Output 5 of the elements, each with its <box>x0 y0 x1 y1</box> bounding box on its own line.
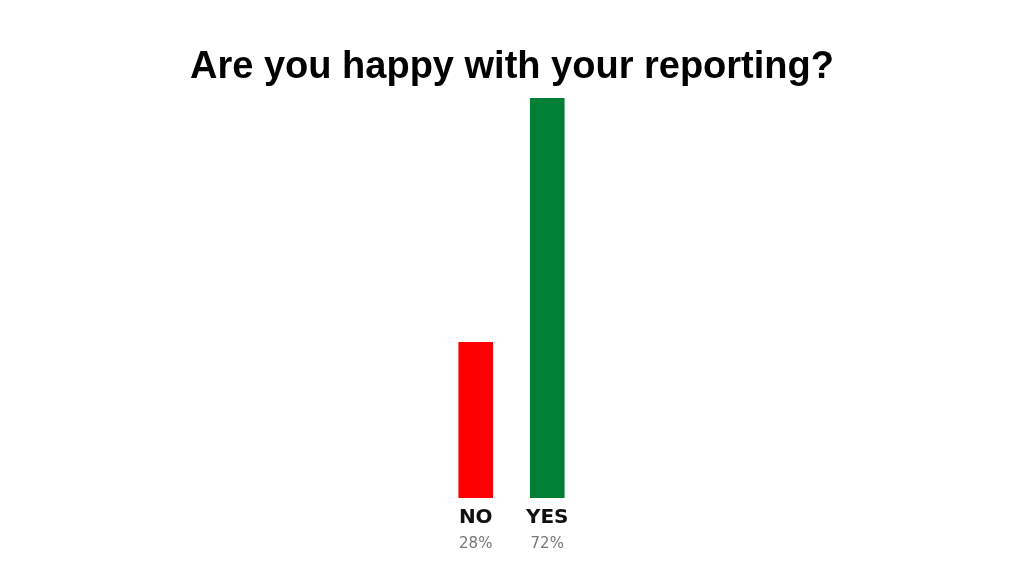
x-tick-label: YES <box>524 504 569 529</box>
x-tick-label: NO <box>458 504 493 529</box>
data-label: 28% <box>459 533 493 552</box>
data-label: 72% <box>530 533 564 552</box>
chart-title: Are you happy with your reporting? <box>189 44 835 87</box>
